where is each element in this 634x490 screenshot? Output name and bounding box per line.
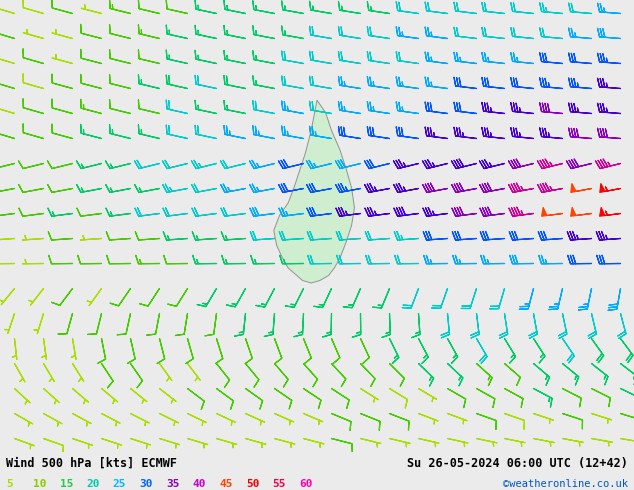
Text: 50: 50	[246, 479, 259, 489]
Text: Wind 500 hPa [kts] ECMWF: Wind 500 hPa [kts] ECMWF	[6, 457, 178, 470]
Text: Su 26-05-2024 06:00 UTC (12+42): Su 26-05-2024 06:00 UTC (12+42)	[407, 457, 628, 470]
Text: 40: 40	[193, 479, 206, 489]
Text: 45: 45	[219, 479, 233, 489]
Text: 10: 10	[33, 479, 46, 489]
Text: 30: 30	[139, 479, 153, 489]
Text: 25: 25	[113, 479, 126, 489]
Text: 15: 15	[60, 479, 73, 489]
Text: 35: 35	[166, 479, 179, 489]
Text: 20: 20	[86, 479, 100, 489]
Text: ©weatheronline.co.uk: ©weatheronline.co.uk	[503, 479, 628, 489]
Text: 5: 5	[6, 479, 13, 489]
Text: 55: 55	[273, 479, 286, 489]
Text: 60: 60	[299, 479, 313, 489]
Polygon shape	[274, 100, 354, 283]
